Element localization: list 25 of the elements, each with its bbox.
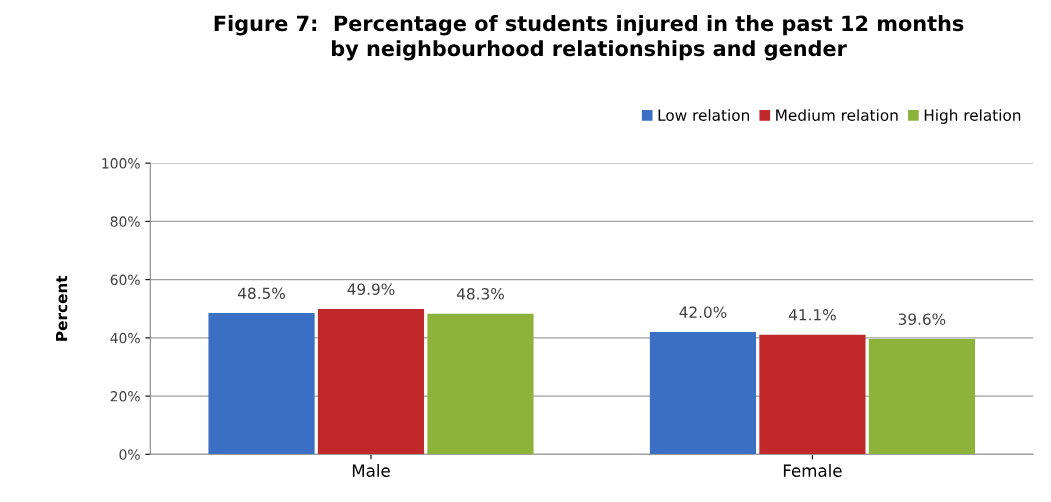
y-axis-title: Percent (55, 275, 68, 341)
data-label: 39.6% (898, 313, 946, 325)
y-tick-label: 20% (110, 391, 140, 402)
bar (649, 332, 757, 455)
data-label: 42.0% (679, 306, 727, 318)
bar (759, 334, 866, 455)
legend-label: High relation (924, 109, 1021, 124)
legend-label: Low relation (658, 109, 749, 121)
bar (427, 313, 534, 455)
chart-title: Figure 7: Percentage of students injured in the past 12 months by neighbourhood relationships and gender (214, 15, 964, 61)
data-label: 48.3% (456, 288, 504, 300)
data-label: 41.1% (788, 309, 836, 321)
y-tick-label: 0% (119, 449, 140, 460)
bar (868, 339, 975, 455)
x-tick-label: Female (783, 464, 842, 477)
bar (317, 309, 425, 455)
data-label: 48.5% (238, 287, 285, 300)
bar (208, 313, 315, 455)
y-tick-label: 60% (110, 274, 140, 286)
legend-label: Medium relation (776, 109, 898, 121)
x-tick-label: Male (352, 464, 390, 477)
y-tick-label: 40% (110, 332, 140, 344)
y-tick-label: 100% (102, 158, 140, 169)
y-tick-label: 80% (110, 216, 140, 227)
data-label: 49.9% (347, 283, 395, 295)
